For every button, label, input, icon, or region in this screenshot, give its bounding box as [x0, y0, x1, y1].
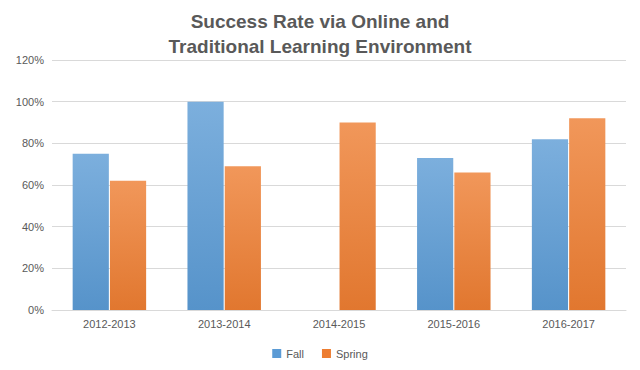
- svg-text:20%: 20%: [22, 262, 44, 274]
- svg-text:60%: 60%: [22, 179, 44, 191]
- svg-text:80%: 80%: [22, 137, 44, 149]
- svg-text:Fall: Fall: [286, 348, 304, 360]
- svg-text:2014-2015: 2014-2015: [313, 318, 366, 330]
- svg-text:120%: 120%: [16, 54, 44, 66]
- svg-text:2012-2013: 2012-2013: [83, 318, 136, 330]
- svg-text:40%: 40%: [22, 221, 44, 233]
- svg-text:2016-2017: 2016-2017: [542, 318, 595, 330]
- svg-text:Spring: Spring: [336, 348, 368, 360]
- svg-text:2013-2014: 2013-2014: [198, 318, 251, 330]
- svg-text:2015-2016: 2015-2016: [427, 318, 480, 330]
- svg-text:Success Rate via Online and: Success Rate via Online and: [191, 11, 450, 32]
- svg-text:100%: 100%: [16, 96, 44, 108]
- svg-text:0%: 0%: [28, 304, 44, 316]
- svg-text:Traditional Learning Environme: Traditional Learning Environment: [169, 36, 473, 57]
